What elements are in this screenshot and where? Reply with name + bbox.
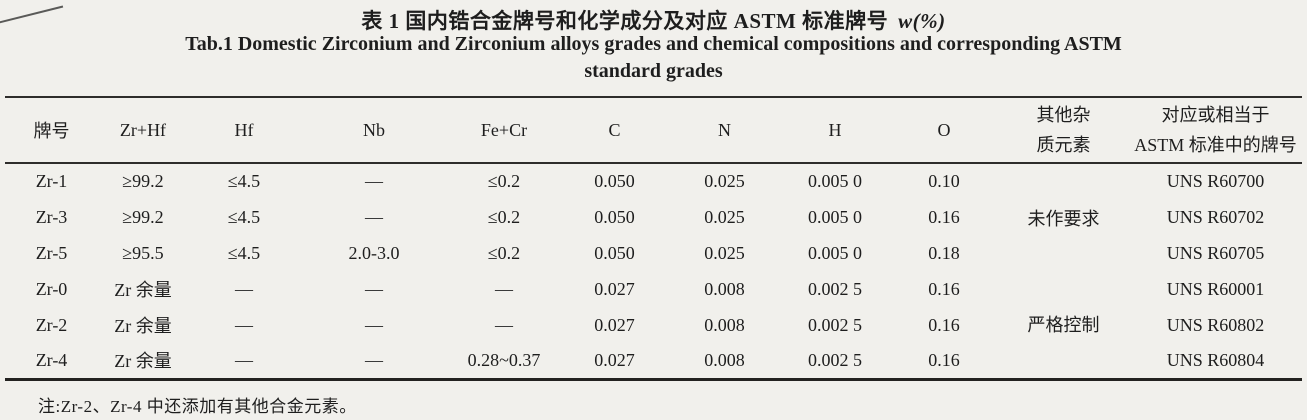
cell-o: 0.16 xyxy=(928,349,960,370)
cell-hf: — xyxy=(235,278,253,299)
header-astm-grade-line1: 对应或相当于 xyxy=(1161,105,1270,125)
cell-zr-hf: Zr 余量 xyxy=(114,280,172,300)
cell-nb: — xyxy=(365,171,383,191)
header-grade: 牌号 xyxy=(5,97,98,164)
header-other-impurities: 其他杂 质元素 xyxy=(998,97,1129,164)
composition-table: 牌号 Zr+Hf Hf Nb Fe+Cr C N H O 其他杂 质元素 对应或… xyxy=(5,96,1302,381)
cell-nb: 2.0-3.0 xyxy=(348,242,400,263)
cell-nb: — xyxy=(365,314,383,335)
cell-o: 0.18 xyxy=(928,242,960,263)
header-hf: Hf xyxy=(188,97,300,164)
cell-astm: UNS R60804 xyxy=(1166,349,1265,370)
cell-c: 0.050 xyxy=(594,171,635,191)
cell-h: 0.005 0 xyxy=(808,171,862,191)
table-row-zr2: Zr-2 Zr 余量 — — — 0.027 0.008 0.002 5 0.1… xyxy=(5,307,1302,343)
cell-o: 0.10 xyxy=(928,171,960,191)
cell-c: 0.027 xyxy=(594,278,635,299)
cell-c: 0.050 xyxy=(594,206,635,227)
header-nb: Nb xyxy=(300,97,448,164)
cell-h: 0.002 5 xyxy=(808,349,862,370)
cell-nb: — xyxy=(365,349,383,370)
cell-astm: UNS R60802 xyxy=(1166,314,1265,335)
header-fe-cr: Fe+Cr xyxy=(448,97,560,164)
cell-hf: — xyxy=(235,314,253,335)
table-header-row: 牌号 Zr+Hf Hf Nb Fe+Cr C N H O 其他杂 质元素 对应或… xyxy=(5,97,1302,164)
header-c: C xyxy=(560,97,669,164)
cell-h: 0.002 5 xyxy=(808,314,862,335)
cell-fe-cr: — xyxy=(495,314,513,335)
cell-fe-cr: ≤0.2 xyxy=(487,171,521,191)
table-title-english-line1: Tab.1 Domestic Zirconium and Zirconium a… xyxy=(185,33,1122,55)
header-o: O xyxy=(890,97,998,164)
table-row-zr1: Zr-1 ≥99.2 ≤4.5 — ≤0.2 0.050 0.025 0.005… xyxy=(5,163,1302,229)
cell-o: 0.16 xyxy=(928,278,960,299)
cell-h: 0.005 0 xyxy=(808,206,862,227)
cell-n: 0.008 xyxy=(704,349,745,370)
cell-astm: UNS R60001 xyxy=(1166,278,1265,299)
cell-impurity-group-bottom: 严格控制 xyxy=(1027,315,1100,336)
cell-c: 0.027 xyxy=(594,349,635,370)
header-astm-grade: 对应或相当于 ASTM 标准中的牌号 xyxy=(1129,97,1302,164)
cell-n: 0.025 xyxy=(704,242,745,263)
cell-grade: Zr-1 xyxy=(35,171,68,191)
header-zr-hf: Zr+Hf xyxy=(98,97,188,164)
cell-impurity-group-top: 未作要求 xyxy=(1027,208,1100,229)
header-n: N xyxy=(669,97,780,164)
cell-fe-cr: ≤0.2 xyxy=(487,206,521,227)
cell-grade: Zr-0 xyxy=(35,278,68,299)
cell-grade: Zr-5 xyxy=(35,242,68,263)
cell-n: 0.025 xyxy=(704,171,745,191)
cell-fe-cr: 0.28~0.37 xyxy=(467,349,541,370)
cell-o: 0.16 xyxy=(928,314,960,335)
cell-n: 0.025 xyxy=(704,206,745,227)
cell-c: 0.027 xyxy=(594,314,635,335)
cell-grade: Zr-2 xyxy=(35,314,68,335)
cell-hf: ≤4.5 xyxy=(227,242,261,263)
cell-nb: — xyxy=(365,278,383,299)
cell-h: 0.005 0 xyxy=(808,242,862,263)
cell-zr-hf: ≥99.2 xyxy=(122,206,164,227)
cell-astm: UNS R60705 xyxy=(1166,242,1265,263)
table-title-chinese-text: 表 1 国内锆合金牌号和化学成分及对应 ASTM 标准牌号 xyxy=(361,9,889,33)
header-astm-grade-line2: ASTM 标准中的牌号 xyxy=(1134,135,1297,155)
cell-hf: ≤4.5 xyxy=(227,206,261,227)
cell-zr-hf: ≥95.5 xyxy=(122,242,164,263)
cell-astm: UNS R60700 xyxy=(1166,171,1265,191)
cell-n: 0.008 xyxy=(704,314,745,335)
cell-hf: ≤4.5 xyxy=(227,171,261,191)
cell-zr-hf: Zr 余量 xyxy=(114,351,172,372)
cell-zr-hf: Zr 余量 xyxy=(114,316,172,336)
header-h: H xyxy=(780,97,890,164)
table-row-zr3: Zr-3 ≥99.2 ≤4.5 — ≤0.2 0.050 0.025 0.005… xyxy=(5,199,1302,235)
cell-hf: — xyxy=(235,349,253,370)
cell-astm: UNS R60702 xyxy=(1166,206,1265,227)
cell-fe-cr: — xyxy=(495,278,513,299)
table-footnote: 注:Zr-2、Zr-4 中还添加有其他合金元素。 xyxy=(38,397,357,416)
cell-fe-cr: ≤0.2 xyxy=(487,242,521,263)
table-row-zr4: Zr-4 Zr 余量 — — 0.28~0.37 0.027 0.008 0.0… xyxy=(5,343,1302,379)
cell-zr-hf: ≥99.2 xyxy=(122,171,164,191)
header-other-impurities-line2: 质元素 xyxy=(1036,135,1091,155)
cell-grade: Zr-3 xyxy=(35,206,68,227)
cell-o: 0.16 xyxy=(928,206,960,227)
cell-grade: Zr-4 xyxy=(35,349,68,370)
table-title-chinese: 表 1 国内锆合金牌号和化学成分及对应 ASTM 标准牌号 w(%) xyxy=(0,5,1307,35)
cell-c: 0.050 xyxy=(594,242,635,263)
cell-n: 0.008 xyxy=(704,278,745,299)
table-title-english-line2: standard grades xyxy=(584,60,723,82)
table-row-zr5: Zr-5 ≥95.5 ≤4.5 2.0-3.0 ≤0.2 0.050 0.025… xyxy=(5,235,1302,271)
header-other-impurities-line1: 其他杂 xyxy=(1036,105,1091,125)
cell-h: 0.002 5 xyxy=(808,278,862,299)
mass-fraction-symbol: w(%) xyxy=(898,9,946,33)
table-row-zr0: Zr-0 Zr 余量 — — — 0.027 0.008 0.002 5 0.1… xyxy=(5,271,1302,336)
cell-nb: — xyxy=(365,206,383,227)
